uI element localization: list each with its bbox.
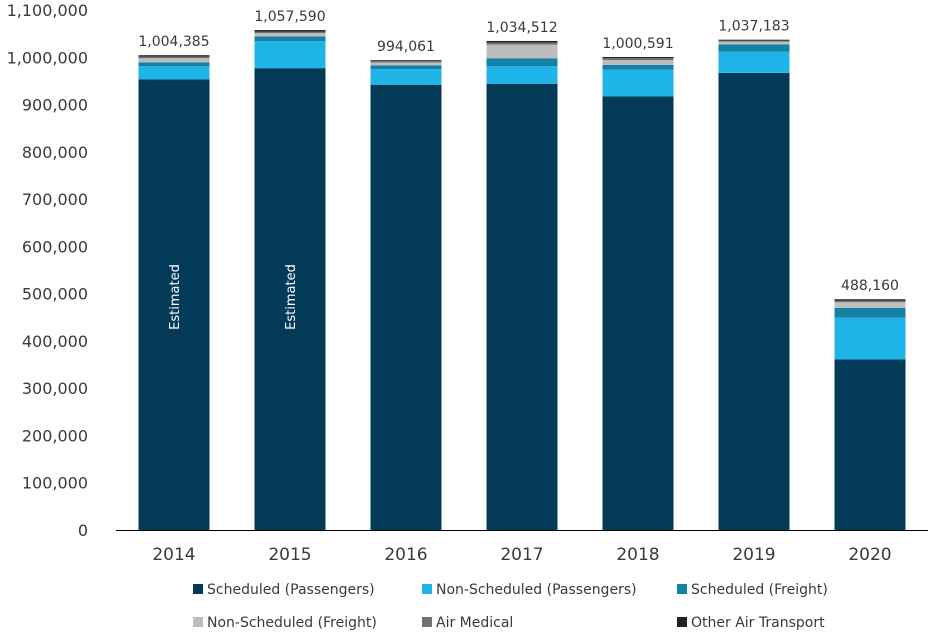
legend-label: Other Air Transport [691,615,825,631]
bar-segment [834,359,906,530]
bar-segment [602,60,674,65]
bar-segment [138,55,210,57]
y-tick-label: 400,000 [22,332,88,351]
y-tick-label: 100,000 [22,474,88,493]
legend-label: Non-Scheduled (Passengers) [436,582,637,598]
bar-segment [254,36,326,42]
x-tick-label: 2019 [732,545,775,565]
y-tick-label: 1,100,000 [7,1,88,20]
bar-segment [254,41,326,69]
legend-label: Scheduled (Passengers) [207,582,375,598]
bar-segment [370,62,442,66]
bar-total-label: 1,057,590 [254,9,325,25]
y-tick-label: 700,000 [22,190,88,209]
y-tick-label: 900,000 [22,96,88,115]
bar-segment [370,84,442,530]
x-tick-label: 2020 [848,545,891,565]
bar-segment [486,66,558,84]
bar-segment [718,40,790,42]
bar-segment [834,307,906,318]
bar-segment [718,72,790,530]
bar-total-label: 994,061 [377,39,435,55]
legend-swatch [677,617,687,627]
legend-swatch [422,584,432,594]
x-tick-label: 2018 [616,545,659,565]
y-tick-label: 0 [78,521,88,540]
bar-segment [602,58,674,61]
legend-label: Air Medical [436,615,513,631]
bar-segment [718,41,790,45]
bar-segment [486,83,558,530]
bar-segment [254,31,326,34]
bar-segment [370,69,442,85]
bar-segment [602,96,674,530]
bar-segment [602,64,674,70]
bar-segment [254,30,326,32]
legend-swatch [422,617,432,627]
bar-total-label: 488,160 [841,278,899,294]
bar-segment [138,56,210,59]
bar-segment [486,40,558,43]
legend-label: Non-Scheduled (Freight) [207,615,377,631]
y-tick-label: 500,000 [22,285,88,304]
bar-segment [254,68,326,531]
bar-segment [138,58,210,63]
bar-segment [486,58,558,67]
y-tick-label: 600,000 [22,237,88,256]
x-tick-label: 2014 [152,545,195,565]
bar-segment [602,69,674,97]
bar-segment [370,60,442,63]
y-tick-label: 300,000 [22,379,88,398]
bar-segment [718,39,790,41]
bar-segment [834,317,906,360]
x-tick-label: 2016 [384,545,427,565]
bar-total-label: 1,004,385 [138,34,209,50]
bar-segment [718,51,790,73]
legend-label: Scheduled (Freight) [691,582,828,598]
bar-segment [138,62,210,67]
bar-total-label: 1,037,183 [718,19,789,35]
legend-swatch [193,617,203,627]
bar-segment [834,299,906,301]
bar-segment [370,65,442,70]
bar-segment [718,44,790,52]
bar-total-label: 1,000,591 [602,36,673,52]
bar-segment [254,33,326,37]
bar-segment [486,44,558,59]
bar-annotation: Estimated [168,264,183,330]
x-tick-label: 2015 [268,545,311,565]
x-tick-label: 2017 [500,545,543,565]
bar-segment [138,66,210,80]
y-tick-label: 800,000 [22,143,88,162]
bar-segment [834,300,906,303]
bar-segment [370,60,442,61]
y-tick-label: 1,000,000 [7,48,88,67]
bar-segment [486,42,558,45]
legend-swatch [193,584,203,594]
y-tick-label: 200,000 [22,426,88,445]
bar-segment [138,79,210,530]
legend-swatch [677,584,687,594]
bar-segment [834,302,906,308]
bar-total-label: 1,034,512 [486,20,557,36]
bar-segment [602,56,674,59]
bar-annotation: Estimated [284,264,299,330]
